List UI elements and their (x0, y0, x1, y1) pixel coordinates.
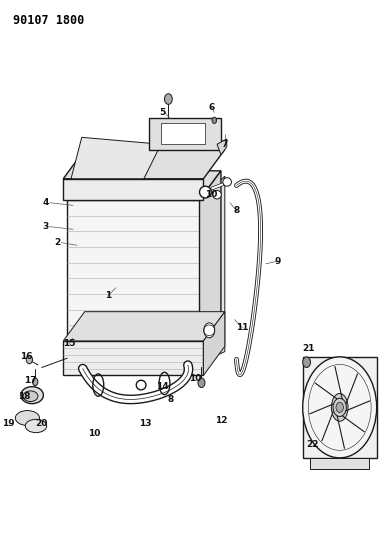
Polygon shape (161, 123, 205, 144)
Polygon shape (67, 200, 199, 341)
Polygon shape (203, 312, 225, 375)
Text: 5: 5 (160, 108, 166, 117)
Ellipse shape (21, 386, 43, 403)
Circle shape (26, 356, 32, 364)
Ellipse shape (23, 391, 38, 401)
Polygon shape (63, 341, 203, 375)
Circle shape (198, 378, 205, 387)
Text: 90107 1800: 90107 1800 (13, 14, 84, 27)
Polygon shape (149, 118, 221, 150)
Text: 10: 10 (205, 190, 217, 199)
Circle shape (32, 378, 38, 385)
Ellipse shape (331, 393, 348, 421)
Text: 2: 2 (54, 238, 61, 247)
Text: 3: 3 (43, 222, 49, 231)
Circle shape (303, 357, 310, 368)
Text: 12: 12 (215, 416, 227, 425)
Polygon shape (63, 312, 225, 341)
Polygon shape (217, 139, 227, 155)
Circle shape (165, 94, 172, 104)
Text: 1: 1 (105, 291, 111, 300)
Polygon shape (201, 176, 225, 357)
Text: 18: 18 (18, 392, 30, 401)
Text: 10: 10 (88, 430, 100, 439)
Text: 7: 7 (222, 140, 228, 149)
Text: 19: 19 (2, 419, 15, 428)
Circle shape (333, 398, 346, 416)
Text: 10: 10 (189, 374, 202, 383)
Text: 20: 20 (36, 419, 48, 428)
Ellipse shape (15, 410, 39, 425)
Circle shape (204, 323, 215, 338)
Text: 22: 22 (306, 440, 319, 449)
Circle shape (303, 357, 377, 458)
Text: 13: 13 (139, 419, 151, 428)
Polygon shape (199, 171, 221, 341)
Text: 15: 15 (63, 339, 75, 348)
Ellipse shape (223, 177, 231, 186)
Ellipse shape (213, 190, 221, 199)
Ellipse shape (136, 380, 146, 390)
Circle shape (336, 402, 343, 413)
Ellipse shape (25, 419, 47, 433)
Text: 16: 16 (20, 352, 32, 361)
Polygon shape (63, 150, 225, 179)
Polygon shape (303, 357, 377, 458)
Text: 14: 14 (156, 382, 169, 391)
Polygon shape (310, 458, 369, 469)
Polygon shape (67, 171, 221, 200)
Ellipse shape (199, 186, 211, 198)
Circle shape (212, 117, 217, 124)
Polygon shape (71, 138, 161, 179)
Text: 9: 9 (274, 257, 281, 265)
Text: 8: 8 (167, 395, 174, 404)
Text: 6: 6 (208, 102, 214, 111)
Text: 21: 21 (302, 344, 315, 353)
Text: 17: 17 (24, 376, 36, 385)
Polygon shape (63, 179, 203, 200)
Text: 4: 4 (43, 198, 49, 207)
Text: 11: 11 (236, 323, 249, 332)
Text: 8: 8 (233, 206, 240, 215)
